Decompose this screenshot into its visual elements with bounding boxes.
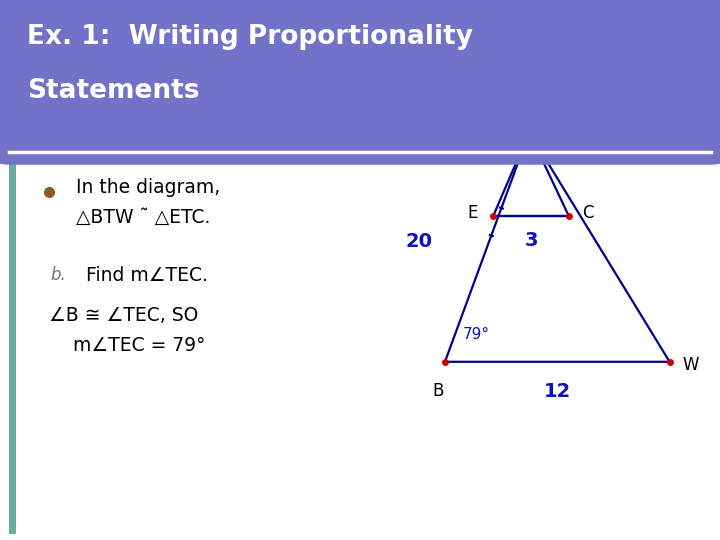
- Text: 12: 12: [544, 382, 571, 401]
- Text: △BTW ˜ △ETC.: △BTW ˜ △ETC.: [76, 208, 210, 227]
- Text: T: T: [524, 96, 534, 113]
- Text: m∠TEC = 79°: m∠TEC = 79°: [49, 336, 205, 355]
- Text: b.: b.: [50, 266, 66, 285]
- Text: E: E: [467, 204, 477, 222]
- Text: 20: 20: [405, 232, 432, 251]
- Text: Find m∠TEC.: Find m∠TEC.: [86, 266, 208, 285]
- Text: ∠B ≅ ∠TEC, SO: ∠B ≅ ∠TEC, SO: [49, 306, 198, 326]
- Text: W: W: [683, 355, 699, 374]
- Text: 3: 3: [524, 231, 538, 250]
- Text: In the diagram,: In the diagram,: [76, 178, 220, 198]
- Text: C: C: [582, 204, 593, 222]
- Text: 34°: 34°: [588, 114, 616, 129]
- FancyBboxPatch shape: [9, 156, 16, 534]
- Text: 79°: 79°: [463, 327, 490, 342]
- Text: Statements: Statements: [27, 78, 200, 104]
- Text: Ex. 1:  Writing Proportionality: Ex. 1: Writing Proportionality: [27, 24, 473, 50]
- Text: B: B: [432, 382, 444, 400]
